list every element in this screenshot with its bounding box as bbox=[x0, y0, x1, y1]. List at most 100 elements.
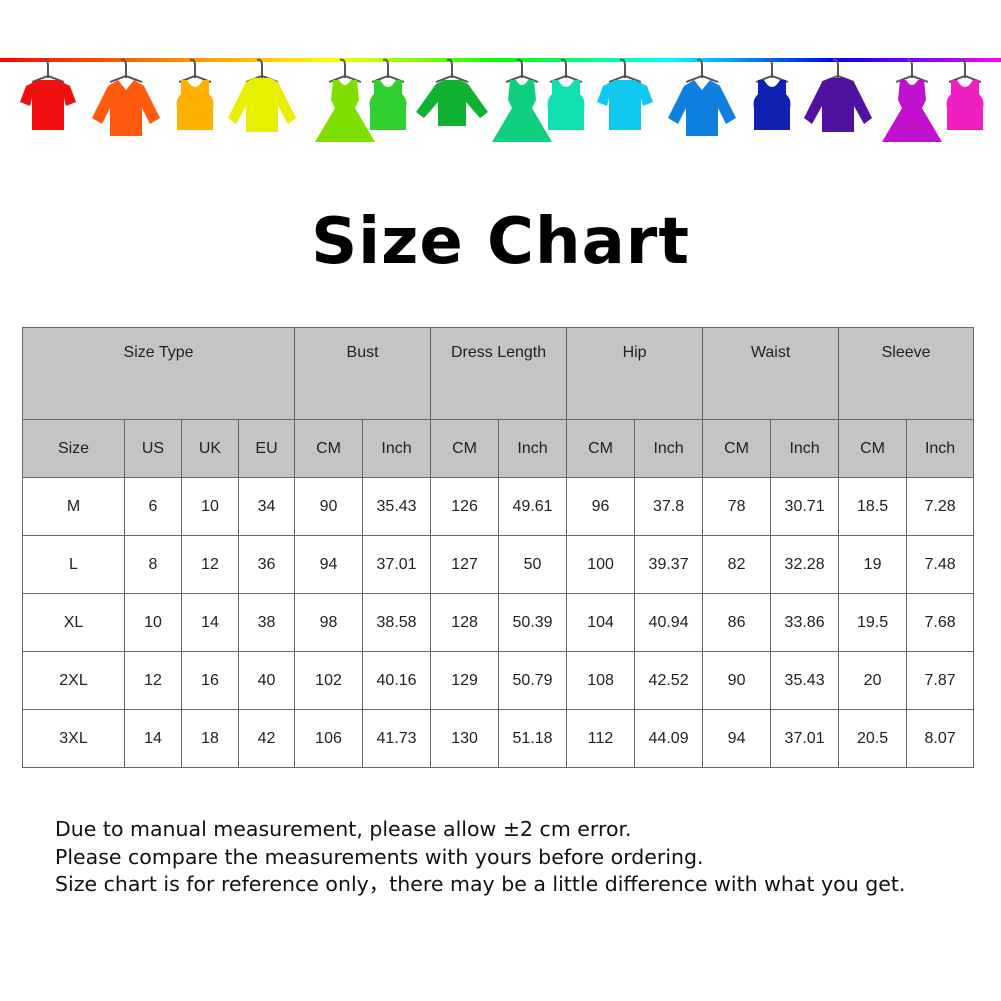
table-cell: 50 bbox=[498, 535, 568, 594]
sweater-icon bbox=[804, 58, 872, 132]
table-cell: 18.5 bbox=[838, 477, 908, 536]
table-cell: 44.09 bbox=[634, 709, 704, 768]
subheader-row: Size US UK EU CM Inch CM Inch CM Inch CM Inch CM Inch bbox=[22, 419, 975, 478]
tank-top-icon bbox=[547, 58, 585, 130]
clothesline bbox=[0, 58, 1001, 62]
table-cell: 8 bbox=[124, 535, 182, 594]
table-cell: 127 bbox=[430, 535, 500, 594]
table-cell: 37.01 bbox=[362, 535, 432, 594]
table-cell: 37.01 bbox=[770, 709, 840, 768]
table-cell: 96 bbox=[566, 477, 636, 536]
table-cell: 39.37 bbox=[634, 535, 704, 594]
table-cell: 34 bbox=[237, 477, 296, 536]
sweater-icon bbox=[228, 58, 296, 132]
group-header: Bust bbox=[294, 327, 432, 420]
clothesline-banner bbox=[0, 58, 1001, 142]
table-cell: 94 bbox=[702, 709, 772, 768]
column-header: CM bbox=[566, 419, 636, 478]
table-cell: 20 bbox=[838, 651, 908, 710]
table-row: 3XL 14 18 42 106 41.73 130 51.18 112 44.09 94 37.01… bbox=[22, 709, 975, 768]
table-cell: 14 bbox=[181, 593, 239, 652]
table-cell: 129 bbox=[430, 651, 500, 710]
group-header: Dress Length bbox=[430, 327, 568, 420]
column-header: Inch bbox=[906, 419, 975, 478]
group-header: Sleeve bbox=[838, 327, 975, 420]
page-title: Size Chart bbox=[311, 205, 690, 279]
table-cell: 100 bbox=[566, 535, 636, 594]
table-cell: 50.79 bbox=[498, 651, 568, 710]
table-cell: 49.61 bbox=[498, 477, 568, 536]
shirt-icon bbox=[92, 58, 160, 136]
table-cell: 40 bbox=[237, 651, 296, 710]
group-header: Waist bbox=[702, 327, 840, 420]
table-cell: 7.48 bbox=[906, 535, 975, 594]
column-header: Size bbox=[22, 419, 125, 478]
table-cell: 18 bbox=[181, 709, 239, 768]
table-row: L 8 12 36 94 37.01 127 50 100 39.37 82 32.28 19 7.48 bbox=[22, 535, 975, 594]
column-header: Inch bbox=[498, 419, 568, 478]
notes: Due to manual measurement, please allow … bbox=[55, 816, 905, 899]
table-cell: 40.94 bbox=[634, 593, 704, 652]
table-cell: 35.43 bbox=[770, 651, 840, 710]
table-cell: 7.87 bbox=[906, 651, 975, 710]
tshirt-icon bbox=[597, 58, 653, 130]
table-row: 2XL 12 16 40 102 40.16 129 50.79 108 42.52 90 35.43… bbox=[22, 651, 975, 710]
table-cell: 14 bbox=[124, 709, 182, 768]
column-header: Inch bbox=[362, 419, 432, 478]
table-cell: 106 bbox=[294, 709, 364, 768]
table-cell: 20.5 bbox=[838, 709, 908, 768]
size-chart-table: Size Type Bust Dress Length Hip Waist Sleeve S… bbox=[21, 327, 975, 768]
table-cell: 51.18 bbox=[498, 709, 568, 768]
note-line: Please compare the measurements with you… bbox=[55, 844, 704, 869]
column-header: CM bbox=[702, 419, 772, 478]
table-cell: 98 bbox=[294, 593, 364, 652]
table-cell: 78 bbox=[702, 477, 772, 536]
table-cell: 36 bbox=[237, 535, 296, 594]
column-header: US bbox=[124, 419, 182, 478]
dress-icon bbox=[882, 58, 942, 142]
table-cell: 30.71 bbox=[770, 477, 840, 536]
note-line: Due to manual measurement, please allow … bbox=[55, 817, 632, 841]
table-cell: 112 bbox=[566, 709, 636, 768]
table-cell: 7.68 bbox=[906, 593, 975, 652]
table-cell: 16 bbox=[181, 651, 239, 710]
table-cell: 104 bbox=[566, 593, 636, 652]
table-cell: M bbox=[22, 477, 125, 536]
table-cell: 33.86 bbox=[770, 593, 840, 652]
table-cell: L bbox=[22, 535, 125, 594]
table-cell: 41.73 bbox=[362, 709, 432, 768]
table-cell: 40.16 bbox=[362, 651, 432, 710]
table-cell: 94 bbox=[294, 535, 364, 594]
table-cell: 102 bbox=[294, 651, 364, 710]
table-cell: 10 bbox=[124, 593, 182, 652]
group-header-row: Size Type Bust Dress Length Hip Waist Sleeve bbox=[21, 327, 975, 420]
column-header: CM bbox=[430, 419, 500, 478]
table-cell: 32.28 bbox=[770, 535, 840, 594]
table-row: XL 10 14 38 98 38.58 128 50.39 104 40.94 86 33.86 19… bbox=[22, 593, 975, 652]
table-cell: 19.5 bbox=[838, 593, 908, 652]
table-cell: 86 bbox=[702, 593, 772, 652]
table-cell: 8.07 bbox=[906, 709, 975, 768]
table-cell: 42 bbox=[237, 709, 296, 768]
tank-top-icon bbox=[946, 58, 984, 130]
table-cell: 42.52 bbox=[634, 651, 704, 710]
table-cell: 12 bbox=[181, 535, 239, 594]
tank-top-icon bbox=[176, 58, 214, 130]
column-header: Inch bbox=[634, 419, 704, 478]
tank-top-icon bbox=[369, 58, 407, 130]
table-cell: 12 bbox=[124, 651, 182, 710]
column-header: CM bbox=[838, 419, 908, 478]
table-cell: 19 bbox=[838, 535, 908, 594]
dress-icon bbox=[315, 58, 375, 142]
table-cell: 7.28 bbox=[906, 477, 975, 536]
group-header: Hip bbox=[566, 327, 704, 420]
table-cell: 38.58 bbox=[362, 593, 432, 652]
table-cell: 82 bbox=[702, 535, 772, 594]
note-line: Size chart is for reference only，there m… bbox=[55, 872, 906, 896]
column-header: UK bbox=[181, 419, 239, 478]
table-cell: 90 bbox=[702, 651, 772, 710]
table-cell: 38 bbox=[237, 593, 296, 652]
table-cell: 2XL bbox=[22, 651, 125, 710]
table-cell: 130 bbox=[430, 709, 500, 768]
group-header: Size Type bbox=[21, 327, 296, 420]
